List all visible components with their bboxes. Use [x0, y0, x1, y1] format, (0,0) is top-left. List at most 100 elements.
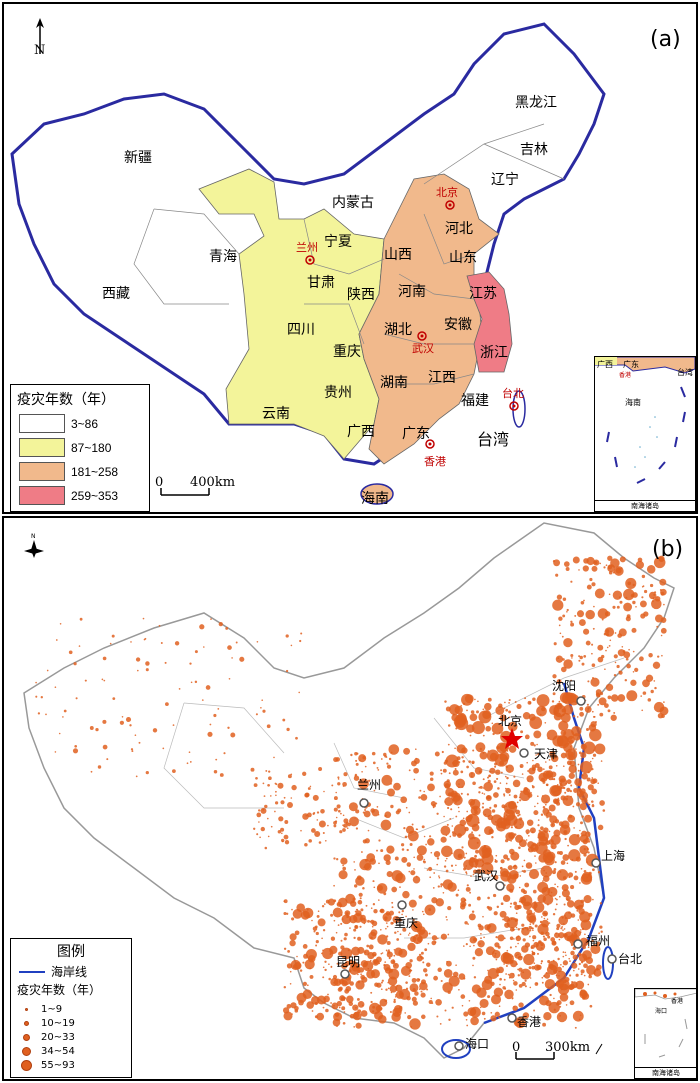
epidemic-dot: [661, 654, 663, 657]
epidemic-dot: [315, 940, 319, 944]
epidemic-dot: [298, 999, 304, 1006]
epidemic-dot: [210, 618, 212, 620]
epidemic-dot: [517, 942, 519, 945]
epidemic-dot: [482, 751, 485, 754]
epidemic-dot: [426, 869, 429, 871]
epidemic-dot: [452, 769, 459, 776]
epidemic-dot: [578, 751, 582, 755]
epidemic-dot: [529, 986, 532, 989]
epidemic-dot: [540, 777, 546, 782]
epidemic-dot: [378, 1004, 381, 1008]
epidemic-dot: [462, 817, 465, 820]
epidemic-dot: [613, 654, 618, 659]
epidemic-dot: [583, 741, 586, 743]
epidemic-dot: [517, 953, 519, 956]
epidemic-dot: [583, 599, 585, 602]
epidemic-dot: [509, 946, 512, 949]
epidemic-dot: [490, 1011, 493, 1014]
epidemic-dot: [283, 985, 287, 989]
epidemic-dot: [519, 799, 522, 802]
epidemic-dot: [591, 643, 594, 646]
epidemic-dot: [354, 751, 358, 756]
epidemic-dot: [513, 981, 518, 986]
epidemic-dot: [511, 997, 514, 1000]
epidemic-dot: [520, 956, 523, 959]
epidemic-dot: [89, 726, 94, 730]
epidemic-dot: [515, 809, 521, 815]
epidemic-dot: [577, 782, 582, 787]
epidemic-dot: [335, 791, 338, 794]
epidemic-dot: [559, 993, 569, 1002]
label-guangxi: 广西: [347, 424, 375, 440]
epidemic-dot: [508, 702, 510, 704]
epidemic-dot: [551, 940, 557, 946]
epidemic-dot: [273, 756, 275, 759]
epidemic-dot: [568, 764, 577, 774]
epidemic-dot: [322, 966, 325, 969]
epidemic-dot: [415, 748, 417, 750]
label-chongqing: 重庆: [333, 344, 361, 360]
epidemic-dot: [558, 700, 561, 703]
epidemic-dot: [447, 743, 450, 746]
epidemic-dot: [537, 766, 543, 773]
epidemic-dot: [493, 792, 499, 798]
epidemic-dot: [294, 930, 300, 936]
epidemic-dot: [338, 986, 343, 991]
epidemic-dot: [423, 858, 426, 861]
epidemic-dot: [370, 907, 373, 909]
legend-a: 疫灾年数（年） 3~86 87~180 181~258 259~353: [10, 384, 150, 512]
epidemic-dot: [566, 795, 569, 798]
epidemic-dot: [423, 835, 426, 838]
epidemic-dot: [74, 744, 78, 748]
epidemic-dot: [563, 659, 573, 669]
epidemic-dot: [518, 839, 527, 848]
epidemic-dot: [353, 955, 356, 959]
epidemic-dot: [560, 927, 563, 930]
epidemic-dot: [525, 862, 533, 869]
epidemic-dot: [463, 945, 465, 947]
epidemic-dot: [512, 1005, 518, 1011]
epidemic-dot: [590, 944, 601, 955]
epidemic-dot: [275, 794, 277, 797]
epidemic-dot: [503, 854, 509, 860]
epidemic-dot: [386, 925, 389, 928]
epidemic-dot: [652, 600, 654, 603]
epidemic-dot: [507, 721, 518, 732]
epidemic-dot: [504, 775, 507, 778]
epidemic-dot: [479, 859, 482, 862]
epidemic-dot: [492, 874, 499, 881]
label-jiangxi: 江西: [428, 370, 456, 386]
epidemic-dot: [295, 736, 298, 740]
epidemic-dot: [304, 843, 308, 847]
epidemic-dot: [55, 639, 58, 641]
svg-text:N: N: [31, 533, 36, 540]
epidemic-dot: [287, 774, 292, 779]
epidemic-dot: [556, 923, 561, 928]
epidemic-dot: [642, 585, 645, 587]
epidemic-dot: [529, 935, 531, 938]
epidemic-dot: [332, 1018, 341, 1027]
epidemic-dot: [562, 765, 565, 768]
epidemic-dot: [519, 790, 531, 802]
epidemic-dot: [131, 750, 134, 753]
epidemic-dot: [352, 897, 356, 901]
epidemic-dot: [510, 851, 520, 861]
epidemic-dot: [480, 937, 482, 940]
epidemic-dot: [333, 857, 336, 860]
epidemic-dot: [370, 808, 376, 813]
epidemic-dot: [406, 996, 411, 1001]
city-markers: 北京 兰州 武汉 香港 台北: [296, 185, 524, 468]
epidemic-dot: [461, 846, 464, 849]
label-hainan: 海南: [361, 491, 389, 507]
epidemic-dot: [513, 794, 518, 799]
epidemic-dot: [336, 858, 339, 861]
label-xizang: 西藏: [102, 286, 130, 302]
epidemic-dot: [552, 777, 556, 781]
epidemic-dot: [579, 931, 582, 933]
epidemic-dot: [509, 905, 512, 908]
epidemic-dot: [435, 898, 444, 907]
epidemic-dot: [382, 912, 392, 922]
epidemic-dot: [596, 964, 602, 971]
epidemic-dot: [97, 765, 102, 769]
epidemic-dot: [322, 976, 325, 979]
